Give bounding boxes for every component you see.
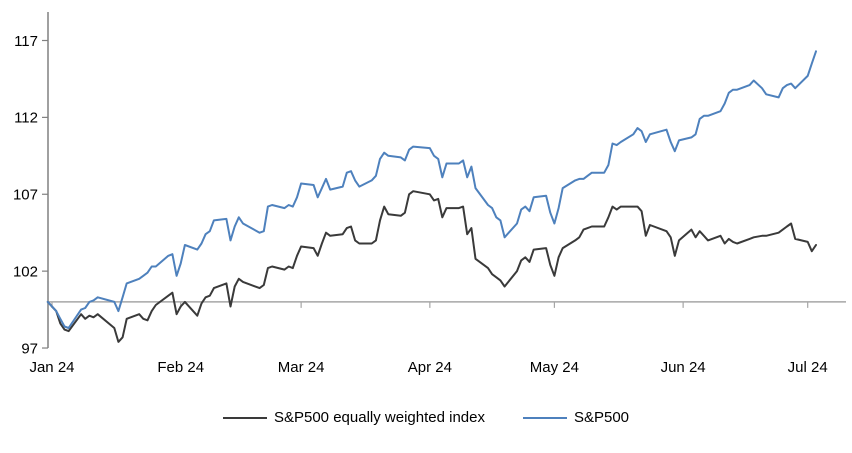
sp500-line-swatch <box>522 416 567 419</box>
equal-weight-index-line <box>46 190 817 343</box>
legend-item-sp500: S&P500 <box>522 409 630 426</box>
x-tick-label: Mar 24 <box>278 359 325 376</box>
equal-weight-line-swatch <box>222 416 267 419</box>
reference-line-100 <box>48 301 846 308</box>
x-tick-label: Jan 24 <box>29 359 74 376</box>
y-tick-label: 97 <box>21 340 38 357</box>
price-chart: 97 102 107 112 117 Jan 24 Feb 24 Mar 24 Apr 24 M… <box>13 12 846 376</box>
legend: S&P500 equally weighted index S&P500 <box>0 409 852 426</box>
x-tick-label: Feb 24 <box>157 359 204 376</box>
legend-label-sp500: S&P500 <box>573 409 630 426</box>
x-axis: Jan 24 Feb 24 Mar 24 Apr 24 May 24 Jun 24 Jul … <box>29 359 827 376</box>
x-tick-label: Apr 24 <box>408 359 452 376</box>
y-tick-label: 117 <box>14 33 38 50</box>
y-axis: 97 102 107 112 117 <box>13 12 49 357</box>
x-tick-label: Jun 24 <box>661 359 706 376</box>
y-tick-label: 112 <box>14 110 38 127</box>
legend-label-equal-weight: S&P500 equally weighted index <box>273 409 485 426</box>
y-tick-label: 107 <box>13 187 38 204</box>
legend-item-equal-weight: S&P500 equally weighted index <box>222 409 485 426</box>
x-tick-label: Jul 24 <box>788 359 828 376</box>
x-tick-label: May 24 <box>530 359 579 376</box>
series-lines <box>46 50 817 343</box>
y-tick-label: 102 <box>13 263 38 280</box>
sp500-line <box>46 50 817 329</box>
